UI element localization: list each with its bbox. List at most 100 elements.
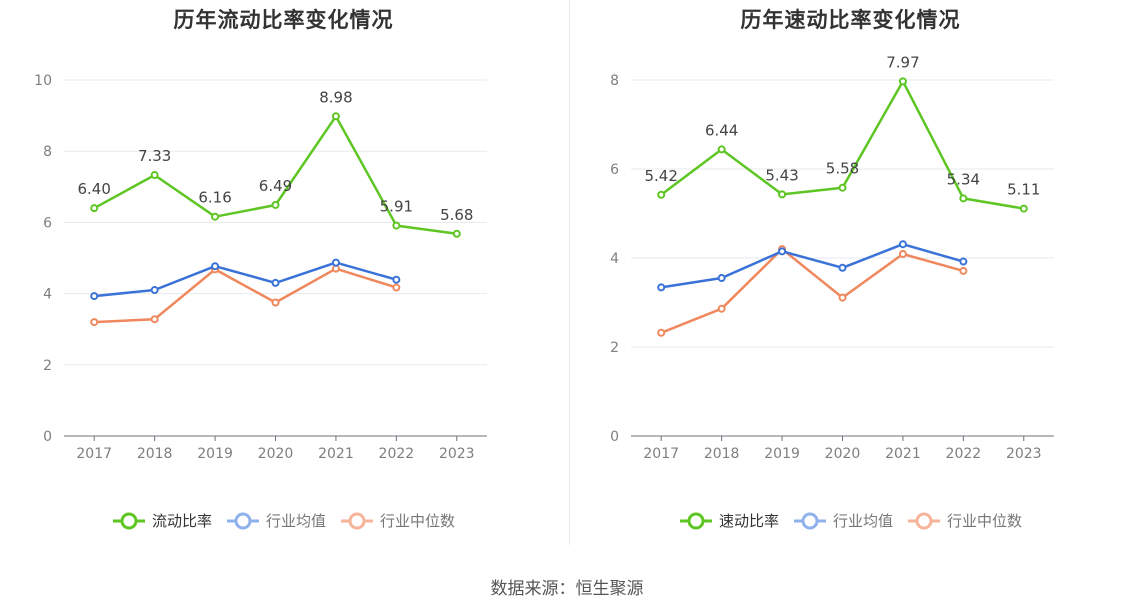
- y-tick-label: 4: [610, 251, 619, 267]
- legend-item[interactable]: 行业中位数: [340, 510, 455, 531]
- legend-item[interactable]: 流动比率: [112, 510, 212, 531]
- x-tick-label: 2018: [704, 446, 740, 462]
- data-point: [392, 283, 401, 292]
- y-tick-label: 10: [34, 73, 52, 89]
- series-line: [94, 267, 397, 324]
- x-tick-label: 2018: [137, 446, 173, 462]
- legend-label: 流动比率: [151, 512, 212, 530]
- data-point: [657, 190, 666, 199]
- x-tick-label: 2022: [946, 446, 982, 462]
- x-tick-label: 2022: [379, 446, 415, 462]
- data-point: [90, 318, 99, 327]
- data-label: 6.16: [198, 189, 231, 207]
- legend-label: 行业中位数: [380, 512, 456, 530]
- y-tick-label: 0: [43, 429, 52, 445]
- x-tick-label: 2020: [258, 446, 294, 462]
- y-tick-label: 4: [43, 287, 52, 303]
- legend-marker-icon: [793, 512, 826, 529]
- panel-divider: [569, 0, 570, 545]
- data-point: [838, 293, 847, 302]
- data-label: 5.34: [947, 170, 980, 188]
- data-point: [657, 283, 666, 292]
- x-tick-label: 2019: [764, 446, 800, 462]
- data-point: [90, 204, 99, 213]
- legend-label: 行业中位数: [947, 512, 1023, 530]
- legend-label: 行业均值: [832, 512, 893, 530]
- legend-marker-icon: [226, 512, 259, 529]
- chart-title: 历年流动比率变化情况: [173, 8, 394, 32]
- data-point: [778, 190, 787, 199]
- data-point: [959, 257, 968, 266]
- y-tick-label: 2: [43, 358, 52, 374]
- data-point: [150, 286, 159, 295]
- data-point: [331, 258, 340, 267]
- legend-marker-icon: [341, 512, 373, 529]
- data-point: [717, 274, 726, 283]
- data-point: [959, 266, 968, 275]
- chart-legend: 流动比率 行业均值 行业中位数: [0, 510, 567, 531]
- data-point: [271, 298, 280, 307]
- data-label: 5.68: [440, 206, 473, 224]
- data-point: [898, 249, 907, 258]
- data-point: [838, 263, 847, 272]
- y-tick-label: 0: [610, 429, 619, 445]
- y-tick-label: 8: [610, 73, 619, 89]
- x-tick-label: 2017: [643, 446, 679, 462]
- y-tick-label: 2: [610, 340, 619, 356]
- data-label: 5.42: [645, 167, 678, 185]
- chart-title: 历年速动比率变化情况: [740, 8, 961, 32]
- current-ratio-chart: 0 2 4 6 8 10 2017 2018 2019 2020 2021 2022 2023 6.40 7…: [34, 73, 487, 462]
- data-label: 8.98: [319, 88, 352, 106]
- data-source-note: 数据来源：恒生聚源: [490, 579, 644, 599]
- series-line: [94, 261, 397, 298]
- data-point: [271, 278, 280, 287]
- data-label: 6.44: [705, 121, 738, 139]
- legend-marker-icon: [679, 512, 712, 529]
- legend-item[interactable]: 速动比率: [679, 510, 779, 531]
- data-label: 5.43: [765, 166, 798, 184]
- y-tick-label: 6: [43, 215, 52, 231]
- x-tick-label: 2021: [885, 446, 921, 462]
- data-point: [90, 292, 99, 301]
- data-label: 5.91: [380, 198, 413, 216]
- data-point: [838, 183, 847, 192]
- series-line: [661, 242, 964, 289]
- legend-marker-icon: [112, 512, 145, 529]
- x-tick-label: 2023: [1006, 446, 1042, 462]
- quick-ratio-panel: 历年速动比率变化情况 0 2 4 6 8 2017 2018 2019 2020 2021 2022…: [567, 0, 1134, 545]
- data-point: [150, 171, 159, 180]
- data-label: 5.11: [1007, 181, 1040, 199]
- data-point: [211, 262, 220, 271]
- data-label: 7.97: [886, 53, 919, 71]
- data-point: [657, 328, 666, 337]
- data-label: 6.49: [259, 177, 292, 195]
- data-point: [271, 200, 280, 209]
- quick-ratio-chart: 0 2 4 6 8 2017 2018 2019 2020 2021 2022 2023 5.42 6.4…: [610, 53, 1054, 462]
- data-point: [717, 145, 726, 154]
- series-line: [93, 115, 457, 236]
- chart-legend: 速动比率 行业均值 行业中位数: [567, 510, 1134, 531]
- data-point: [331, 112, 340, 121]
- x-tick-label: 2021: [318, 446, 354, 462]
- legend-item[interactable]: 行业均值: [793, 510, 893, 531]
- y-tick-label: 8: [43, 144, 52, 160]
- data-point: [898, 240, 907, 249]
- x-tick-label: 2023: [439, 446, 475, 462]
- data-point: [959, 194, 968, 203]
- x-tick-label: 2020: [825, 446, 861, 462]
- data-label: 5.58: [826, 160, 859, 178]
- legend-marker-icon: [908, 512, 940, 529]
- data-point: [717, 304, 726, 313]
- data-point: [392, 275, 401, 284]
- data-label: 7.33: [138, 147, 171, 165]
- x-tick-label: 2017: [76, 446, 112, 462]
- data-point: [1019, 204, 1028, 213]
- legend-label: 行业均值: [265, 512, 326, 530]
- legend-label: 速动比率: [718, 512, 779, 530]
- legend-item[interactable]: 行业中位数: [907, 510, 1022, 531]
- data-point: [150, 315, 159, 324]
- current-ratio-panel: 历年流动比率变化情况 0 2 4 6 8 10 2017 2018 2019 2020 2021 20…: [0, 0, 567, 545]
- legend-item[interactable]: 行业均值: [226, 510, 326, 531]
- data-point: [452, 229, 461, 238]
- data-label: 6.40: [78, 180, 111, 198]
